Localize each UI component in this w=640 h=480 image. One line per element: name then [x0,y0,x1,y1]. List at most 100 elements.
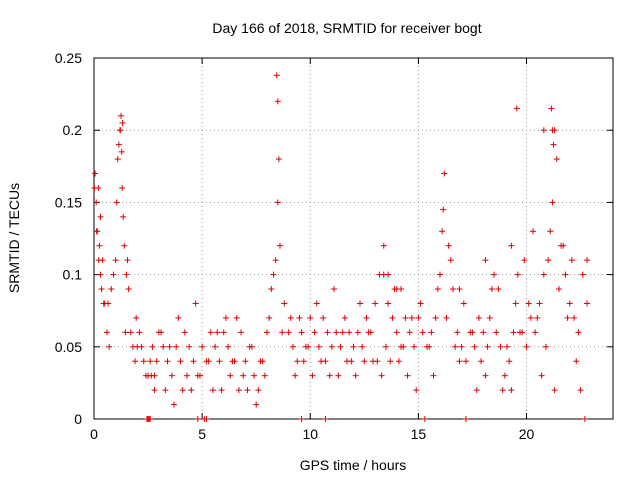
data-point [352,372,359,379]
data-point [573,358,580,365]
data-point [333,329,340,336]
data-point [93,228,100,235]
data-point [553,156,560,163]
data-point [251,372,258,379]
data-point [315,343,322,350]
data-point [514,271,521,278]
data-point [203,416,210,422]
data-point [532,329,539,336]
x-tick-label: 0 [90,426,98,442]
data-point [298,416,305,422]
data-point [497,343,504,350]
x-tick-label: 20 [519,426,535,442]
data-point [324,329,331,336]
data-point [540,271,547,278]
data-point [103,329,110,336]
data-point [547,228,554,235]
data-point [233,314,240,321]
data-point [581,416,588,422]
data-point [285,329,292,336]
data-point [199,343,206,350]
data-point [158,329,165,336]
data-point [124,257,131,264]
data-point [328,343,335,350]
data-point [512,300,519,307]
data-point [266,314,273,321]
data-point [92,170,99,177]
data-point [426,343,433,350]
data-point [164,358,171,365]
x-tick-label: 5 [198,426,206,442]
data-point [108,286,115,293]
data-point [447,257,454,264]
data-point [387,358,394,365]
data-point [118,148,125,155]
data-point [168,372,175,379]
data-point [97,213,104,220]
data-point [566,300,573,307]
data-point [244,387,251,394]
grid-lines [94,58,613,419]
data-point [253,401,260,408]
data-point [242,358,249,365]
data-point [400,343,407,350]
data-point [331,286,338,293]
data-point [428,329,435,336]
data-point [434,286,441,293]
data-point [273,72,280,79]
data-point [296,314,303,321]
data-point [372,300,379,307]
data-point [173,343,180,350]
data-point [493,329,500,336]
data-point [486,314,493,321]
data-point [499,387,506,394]
data-point [235,387,242,394]
data-point [408,314,415,321]
data-point [385,300,392,307]
data-point [275,156,282,163]
data-point [190,358,197,365]
data-point [341,314,348,321]
data-point [488,286,495,293]
data-point [482,372,489,379]
data-point [268,286,275,293]
data-point [380,242,387,249]
data-point [356,300,363,307]
data-point [402,314,409,321]
data-point [504,343,511,350]
data-point [584,257,591,264]
data-point [560,242,567,249]
data-point [458,343,465,350]
data-point [417,300,424,307]
data-point [220,329,227,336]
data-point [261,372,268,379]
data-point [564,314,571,321]
data-point [445,242,452,249]
data-point [506,358,513,365]
y-tick-label: 0 [74,411,82,427]
data-point [385,271,392,278]
data-point [207,329,214,336]
data-point [136,329,143,336]
data-point [311,329,318,336]
data-point [551,387,558,394]
data-point [281,300,288,307]
data-point [482,257,489,264]
data-point [542,343,549,350]
data-point [227,372,234,379]
x-tick-label: 15 [411,426,427,442]
data-point [510,329,517,336]
data-point [248,343,255,350]
data-point [571,314,578,321]
data-point [95,257,102,264]
y-axis-label: SRMTID / TECUs [6,183,22,293]
data-point [337,343,344,350]
data-point [121,242,128,249]
data-point [292,372,299,379]
data-point [521,257,528,264]
data-point [339,329,346,336]
data-point [393,329,400,336]
data-point [545,257,552,264]
data-point [276,242,283,249]
